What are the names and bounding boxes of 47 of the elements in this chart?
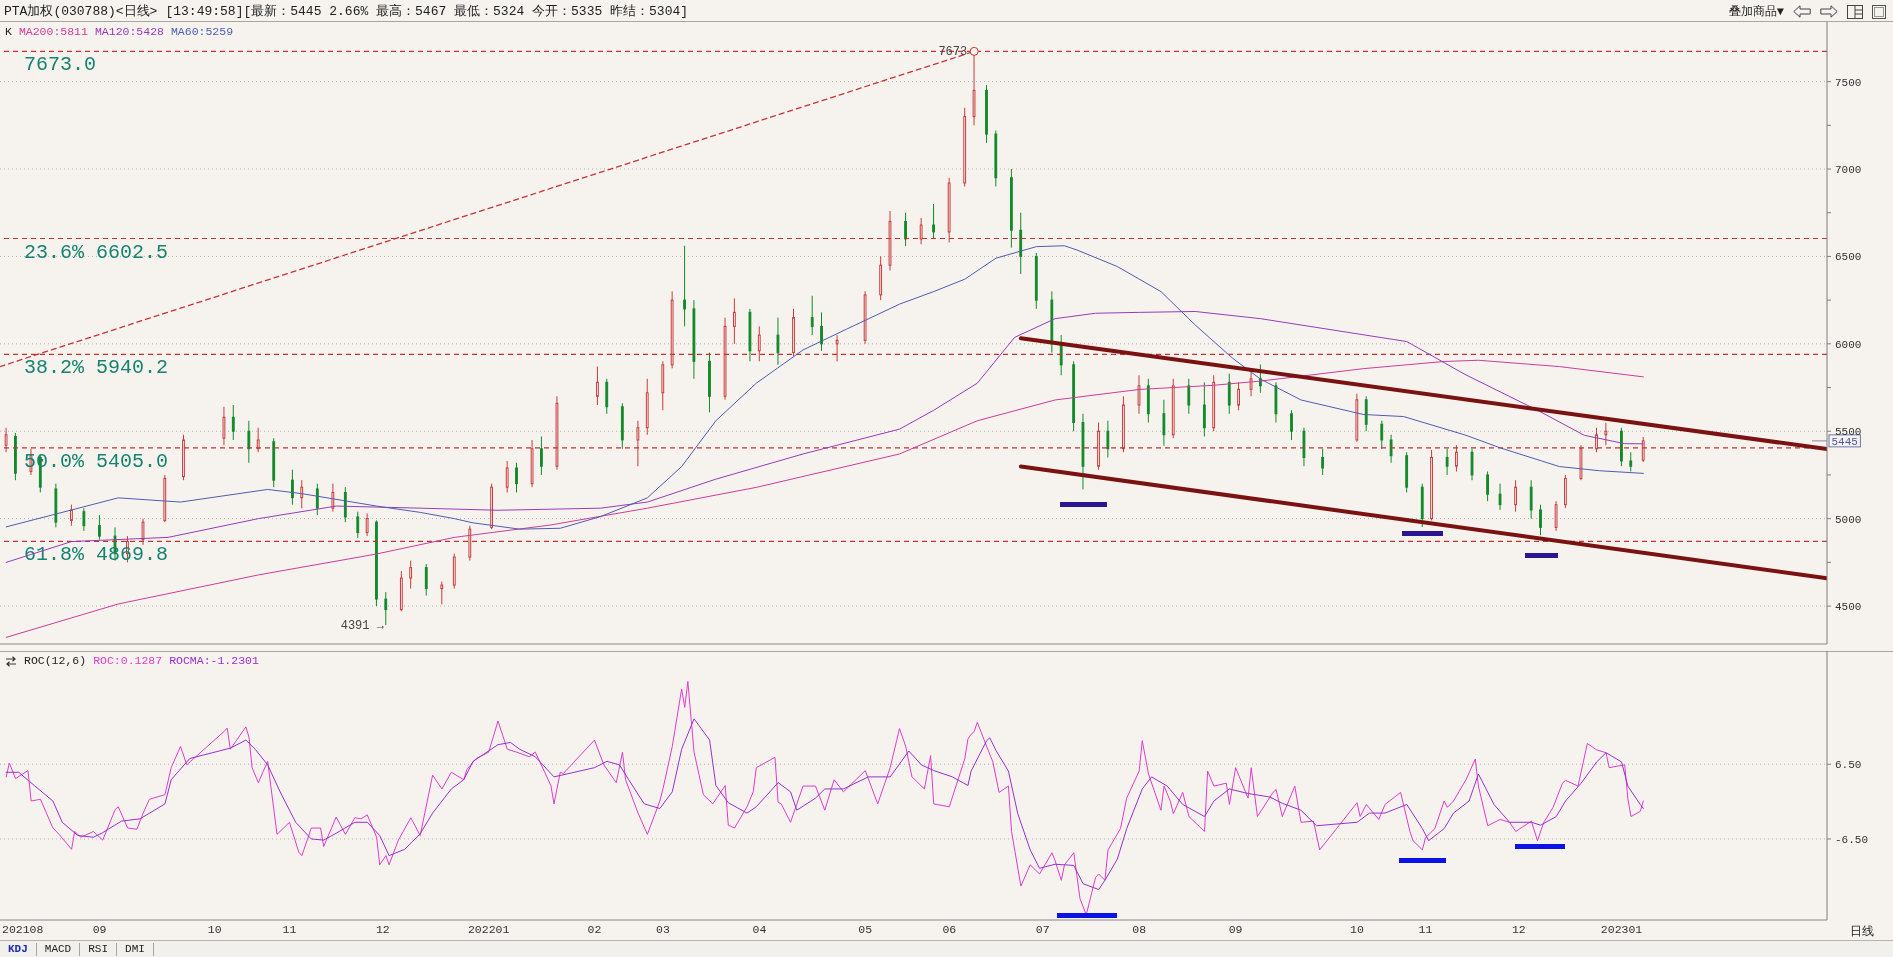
- text: MA60:5259: [170, 25, 234, 39]
- text: ROC:0.1287: [93, 654, 163, 668]
- x-tick-label: 10: [1350, 923, 1365, 936]
- y-tick-label: 6.50: [1835, 759, 1862, 772]
- ref-line-label: 23.6% 6602.5: [24, 240, 169, 264]
- x-tick-label: 02: [587, 923, 602, 936]
- y-tick-label: 7500: [1835, 76, 1862, 89]
- y-tick-label: 5000: [1835, 513, 1862, 526]
- y-tick-label: -6.50: [1835, 833, 1869, 846]
- x-tick-label: 03: [656, 923, 670, 936]
- annotation: 5445: [1831, 435, 1858, 448]
- y-tick-label: 4500: [1835, 601, 1862, 614]
- x-tick-label: 06: [942, 923, 957, 936]
- chart-subtitle: [13:49:58][最新：5445 2.66% 最高：5467 最低：5324 今开：5335 昨结：5304]: [165, 2, 689, 20]
- x-tick-label: 09: [1228, 923, 1243, 936]
- text: ROCMA:-1.2301: [169, 654, 259, 668]
- text: MACD: [36, 943, 81, 956]
- x-tick-label: 202108: [2, 923, 44, 936]
- x-tick-label: 10: [207, 923, 222, 936]
- y-tick-label: 7000: [1835, 164, 1862, 177]
- text: DMI: [117, 943, 154, 956]
- x-tick-label: 07: [1035, 923, 1050, 936]
- y-tick-label: 6500: [1835, 251, 1862, 264]
- x-tick-label: 202201: [467, 923, 510, 936]
- legend-title: ROC(12,6): [24, 654, 87, 668]
- annotation: 4391 →: [340, 619, 385, 634]
- x-tick-label: 11: [282, 923, 297, 936]
- x-tick-label: 08: [1132, 923, 1147, 936]
- text: MA120:5428: [94, 25, 164, 39]
- x-tick-label: 05: [858, 923, 873, 936]
- ref-line-label: 38.2% 5940.2: [24, 356, 169, 380]
- text: 日线: [1850, 924, 1874, 940]
- x-tick-label: 12: [1511, 923, 1526, 936]
- y-tick-label: 6000: [1835, 338, 1862, 351]
- text: 叠加商品▼: [1728, 4, 1784, 20]
- text: MA200:5811: [18, 25, 88, 39]
- x-tick-label: 09: [92, 923, 107, 936]
- x-tick-label: 12: [375, 923, 390, 936]
- x-tick-label: 11: [1418, 923, 1433, 936]
- annotation: 7673: [938, 45, 968, 60]
- text: KDJ: [0, 943, 37, 956]
- legend-title: K: [5, 25, 12, 39]
- text: RSI: [80, 943, 118, 956]
- x-tick-label: 202301: [1600, 923, 1643, 936]
- ref-line-label: 7673.0: [24, 53, 97, 77]
- chart-title: PTA加权(030788)<日线>: [4, 2, 158, 20]
- x-tick-label: 04: [752, 923, 767, 936]
